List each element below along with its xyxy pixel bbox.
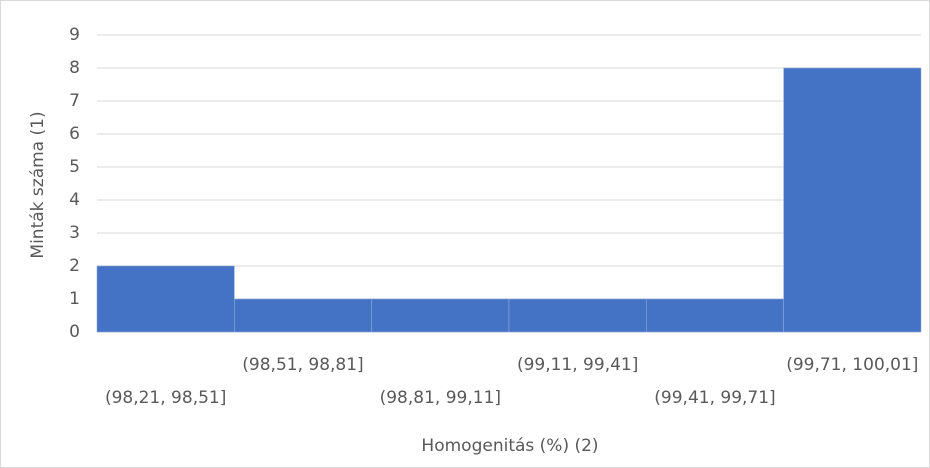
y-tick-label: 7	[69, 91, 80, 111]
x-tick-label: (99,71, 100,01]	[786, 355, 918, 375]
x-tick-label: (99,11, 99,41]	[517, 355, 638, 375]
y-tick-label: 6	[69, 124, 80, 144]
bar	[234, 298, 372, 333]
y-tick-label: 3	[69, 223, 80, 243]
y-tick-label: 0	[69, 322, 80, 342]
y-tick-label: 4	[69, 190, 80, 210]
bar	[371, 298, 510, 333]
bar	[646, 298, 784, 333]
x-axis-title: Homogenitás (%) (2)	[421, 436, 598, 456]
y-axis-title: Minták száma (1)	[28, 111, 48, 258]
y-tick-label: 8	[69, 58, 80, 78]
x-tick-label: (98,81, 99,11]	[380, 388, 501, 408]
x-tick-label: (98,21, 98,51]	[105, 388, 226, 408]
y-tick-label: 1	[69, 289, 80, 309]
y-tick-label: 9	[69, 25, 80, 45]
y-tick-label: 2	[69, 256, 80, 276]
bar	[96, 265, 235, 333]
x-tick-label: (99,41, 99,71]	[654, 388, 775, 408]
bar	[508, 298, 647, 333]
bar	[783, 67, 922, 333]
x-tick-label: (98,51, 98,81]	[242, 355, 363, 375]
y-tick-label: 5	[69, 157, 80, 177]
